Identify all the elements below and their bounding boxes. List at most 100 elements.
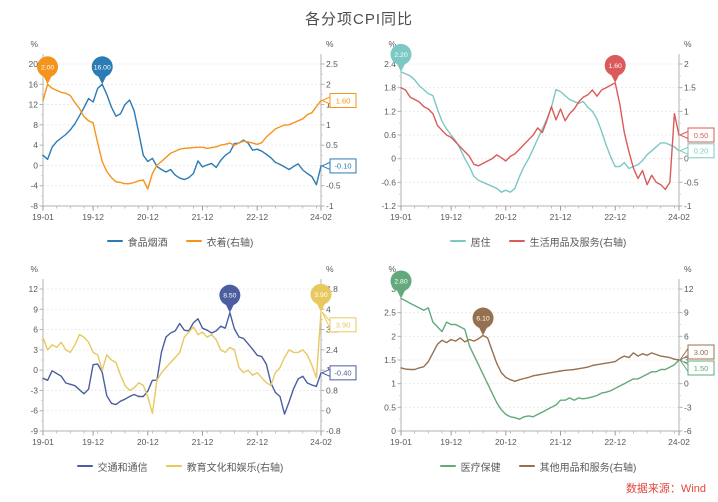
end-value-label: 0.50 [694,131,709,140]
legend-item: 食品烟酒 [106,234,168,249]
left-axis-tick-label: 8 [33,120,38,130]
left-axis-unit: % [30,264,38,274]
end-value-callout: -0.40 [320,365,357,381]
x-axis-tick-label: 24-02 [668,437,690,447]
left-axis-tick-label: 0 [391,154,396,164]
legend-swatch [508,240,525,242]
chart-residence-vs-household-articles: 2.4 1.8 1.2 0.6 0 -0.6 -1.2 2 1.5 1 0.50 -0.5 -1%% 19… [381,39,715,222]
legend-swatch [449,240,466,242]
right-axis-tick-label: 1 [684,106,689,116]
end-value-callout: 3.00 [679,344,715,361]
legend-label: 其他用品和服务(右轴) [539,462,637,474]
right-axis-tick-label: -0.5 [326,181,341,191]
left-axis-tick-label: 12 [29,284,39,294]
peak-marker-value: 6.10 [476,316,489,323]
end-value-callout: 3.90 [321,311,357,333]
left-axis-unit: % [388,39,396,49]
end-value-label: 0.20 [694,147,709,156]
left-axis-tick-label: 2.5 [384,308,396,318]
right-axis-tick-label: -3 [684,402,692,412]
series-line [42,83,322,186]
right-axis-tick-label: 2.4 [326,345,338,355]
x-axis-tick-label: 24-02 [668,212,690,222]
chart-legend: 食品烟酒 衣着(右轴) [1,233,359,249]
left-axis-tick-label: 16 [29,79,39,89]
right-axis-unit: % [326,39,334,49]
left-axis-tick-label: 0 [391,426,396,436]
peak-marker-value: 3.90 [314,292,327,299]
chart-panel-transport-vs-education: 129630-3-6-94.843.22.41.60.80-0.8%%19-01… [1,259,359,474]
left-axis-tick-label: 1.5 [384,355,396,365]
left-axis-tick-label: 1.2 [384,106,396,116]
right-axis-tick-label: 0.5 [326,140,338,150]
right-axis-tick-label: 2 [326,79,331,89]
right-axis-unit: % [684,39,692,49]
end-value-label: -0.10 [334,162,351,171]
right-axis-tick-label: 9 [684,308,689,318]
x-axis-tick-label: 19-01 [390,437,412,447]
end-value-callout: 0.20 [678,143,715,159]
left-axis-tick-label: 2 [391,331,396,341]
right-axis-tick-label: 2.5 [326,59,338,69]
right-axis-tick-label: -0.8 [326,426,341,436]
series-line [400,334,680,383]
right-axis-unit: % [326,264,334,274]
left-axis-tick-label: -4 [30,181,38,191]
left-axis-tick-label: -8 [30,201,38,211]
peak-marker-balloon: 1.60 [604,54,626,83]
left-axis-tick-label: 0.5 [384,402,396,412]
x-axis-tick-label: 22-12 [246,212,268,222]
left-axis-tick-label: 3 [33,345,38,355]
legend-swatch [518,465,535,467]
left-axis-tick-label: -6 [30,406,38,416]
x-axis-tick-label: 19-01 [32,437,54,447]
x-axis-tick-label: 19-12 [440,212,462,222]
left-axis-tick-label: 9 [33,304,38,314]
peak-marker-balloon: 2.80 [390,270,412,299]
left-axis-tick-label: 1.8 [384,83,396,93]
legend-swatch [76,465,93,467]
x-axis-tick-label: 19-01 [390,212,412,222]
end-value-callout: 1.60 [320,93,357,109]
series-line [400,82,680,191]
left-axis-tick-label: 12 [29,100,39,110]
charts-grid: 201612840-4-82.521.510.50-0.5-1%%19-0119… [0,32,718,474]
chart-food-tobacco-liquor-vs-clothing: 201612840-4-82.521.510.50-0.5-1%%19-0119… [29,39,357,222]
peak-marker-value: 2.20 [394,52,407,59]
right-axis-tick-label: -6 [684,426,692,436]
legend-item: 衣着(右轴) [185,234,253,249]
x-axis-tick-label: 21-12 [550,212,572,222]
left-axis-tick-label: 6 [33,325,38,335]
peak-marker-balloon: 16.00 [91,56,113,85]
x-axis-tick-label: 21-12 [192,437,214,447]
right-axis-tick-label: 1.5 [684,83,696,93]
left-axis-tick-label: -3 [30,385,38,395]
series-line [42,311,322,415]
data-source-note: 数据来源：Wind [625,483,706,495]
end-value-callout: -0.10 [320,158,357,174]
page-title: 各分项CPI同比 [304,11,413,28]
peak-marker-balloon: 2.00 [37,56,59,85]
x-axis-tick-label: 19-12 [440,437,462,447]
x-axis-tick-label: 20-12 [495,212,517,222]
legend-item: 生活用品及服务(右轴) [508,234,626,249]
left-axis-tick-label: 2.4 [384,59,396,69]
peak-marker-value: 2.00 [41,64,54,71]
series-line [42,312,322,415]
series-line [42,83,322,190]
legend-item: 教育文化和娱乐(右轴) [165,459,283,474]
left-axis-tick-label: -1.2 [381,201,396,211]
left-axis-tick-label: 4 [33,140,38,150]
x-axis-tick-label: 22-12 [246,437,268,447]
series-line [400,297,680,420]
right-axis-unit: % [684,264,692,274]
chart-healthcare-vs-other-articles: 3 2.5 2 1.5 1 0.5 0 12 9 6 3 0 -3 -6% % 19-01 19-12 20-12… [384,264,715,447]
left-axis-tick-label: 0 [33,160,38,170]
legend-label: 交通和通信 [97,462,148,474]
legend-item: 医疗保健 [439,459,501,474]
right-axis-tick-label: 4 [326,304,331,314]
left-axis-tick-label: 3 [391,284,396,294]
chart-legend: 医疗保健 其他用品和服务(右轴) [359,458,717,474]
right-axis-tick-label: 1 [326,120,331,130]
